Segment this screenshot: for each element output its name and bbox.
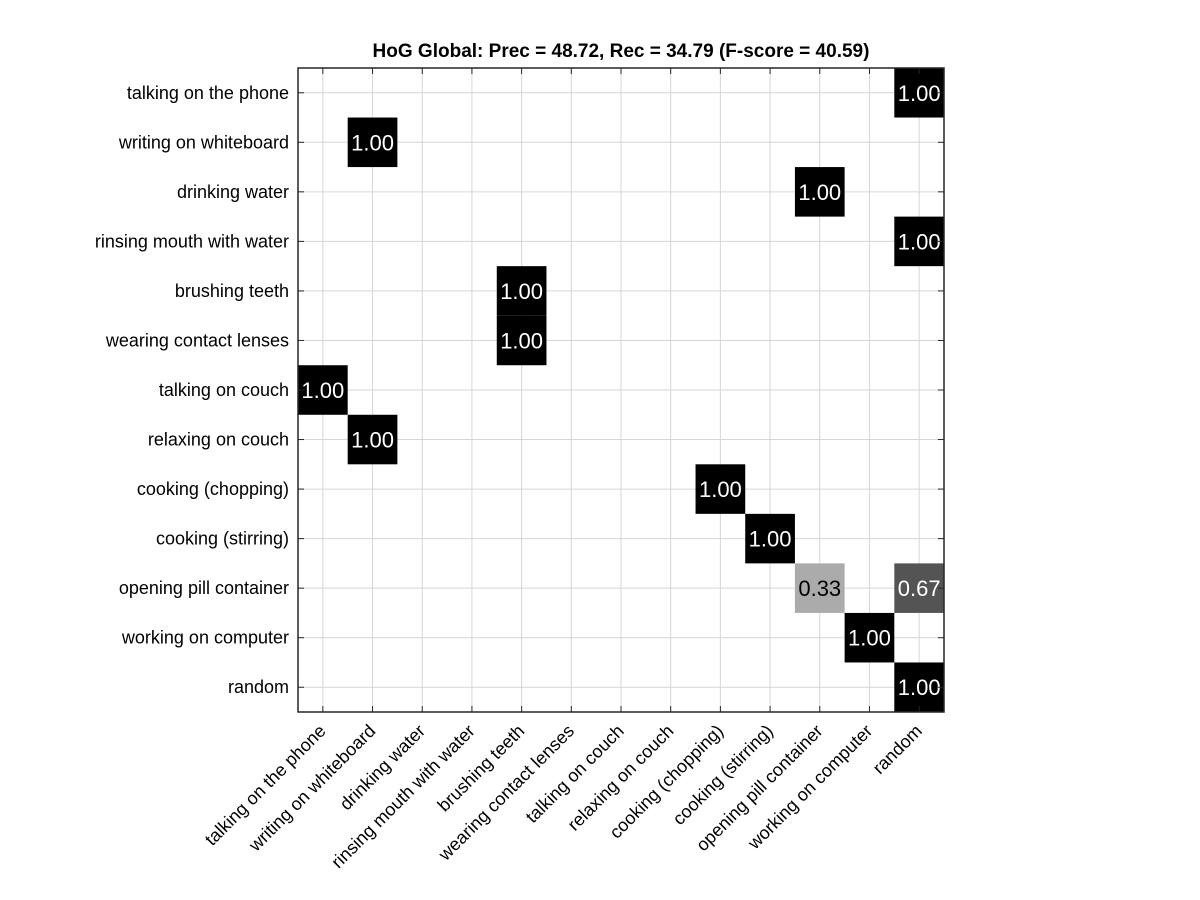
heatmap-cell [347, 117, 398, 168]
heatmap-cell [298, 365, 348, 415]
heatmap-cell [844, 612, 895, 663]
cell-value-label: 1.00 [500, 328, 543, 353]
cell-value-label: 0.33 [798, 576, 841, 601]
heatmap-cell [894, 662, 944, 712]
y-tick-label: wearing contact lenses [105, 330, 289, 350]
cell-value-label: 1.00 [301, 378, 344, 403]
y-tick-label: brushing teeth [175, 281, 289, 301]
axis-ticks [298, 68, 944, 712]
cell-value-label: 1.00 [898, 81, 941, 106]
cell-value-label: 1.00 [351, 428, 394, 453]
x-tick-label: brushing teeth [434, 721, 529, 816]
chart-title: HoG Global: Prec = 48.72, Rec = 34.79 (F… [373, 41, 870, 62]
heatmap-cells: 1.00 1.00 1.00 1.00 1.00 1.00 1.00 1.00 1.00 1.00… [298, 68, 944, 712]
y-tick-label: cooking (chopping) [137, 479, 289, 499]
heatmap-cell [794, 167, 845, 217]
y-tick-label: writing on whiteboard [118, 132, 289, 152]
heatmap-cell [794, 563, 845, 613]
cell-value-label: 1.00 [500, 279, 543, 304]
y-tick-label: talking on the phone [127, 83, 289, 103]
y-axis-tick-labels: talking on the phone writing on whiteboar… [95, 83, 289, 697]
y-tick-label: relaxing on couch [148, 430, 289, 450]
y-tick-label: opening pill container [119, 578, 289, 598]
heatmap-cell [695, 464, 746, 514]
x-tick-label: random [869, 721, 926, 778]
cell-value-label: 1.00 [749, 527, 792, 552]
heatmap-cell [894, 216, 944, 267]
cell-value-label: 1.00 [898, 229, 941, 254]
heatmap-cell [745, 513, 795, 564]
y-tick-label: talking on couch [159, 380, 289, 400]
heatmap-cell [347, 414, 398, 465]
heatmap-cell [496, 266, 547, 316]
y-tick-label: random [228, 677, 289, 697]
y-tick-label: working on computer [121, 628, 289, 648]
cell-value-label: 1.00 [798, 180, 841, 205]
y-tick-label: drinking water [177, 182, 289, 202]
heatmap-cell [894, 563, 944, 613]
cell-value-label: 1.00 [898, 675, 941, 700]
heatmap-cell [894, 68, 944, 118]
cell-value-label: 1.00 [351, 130, 394, 155]
y-tick-label: rinsing mouth with water [95, 231, 289, 251]
cell-value-label: 1.00 [699, 477, 742, 502]
heatmap-cell [496, 315, 547, 366]
cell-value-label: 0.67 [898, 576, 941, 601]
x-tick-label: drinking water [336, 721, 429, 814]
cell-value-label: 1.00 [848, 626, 891, 651]
y-tick-label: cooking (stirring) [156, 529, 289, 549]
